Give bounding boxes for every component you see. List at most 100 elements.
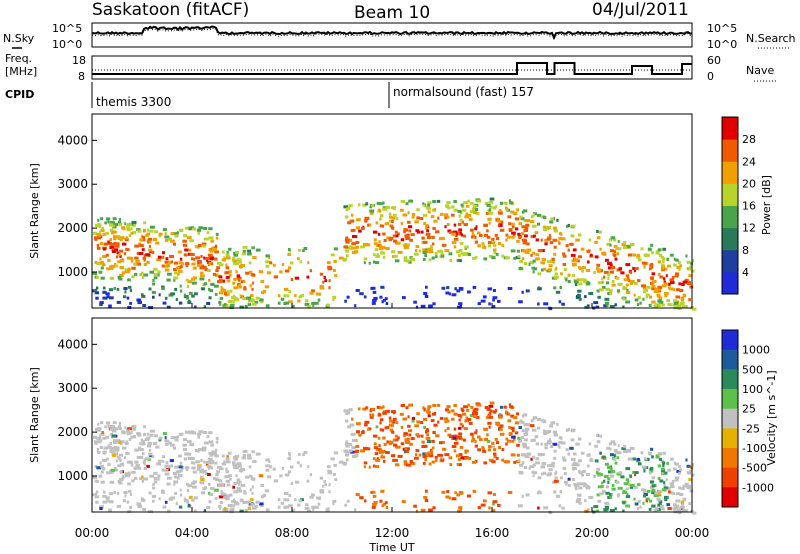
power-cell — [486, 235, 491, 239]
velocity-cell — [130, 435, 133, 439]
velocity-cell — [109, 427, 114, 431]
power-cell — [570, 224, 576, 228]
velocity-cell — [453, 404, 457, 407]
power-cell — [632, 266, 635, 270]
power-cell — [650, 265, 654, 269]
velocity-cell — [345, 419, 349, 423]
velocity-cell — [235, 490, 239, 494]
velocity-cell — [311, 505, 316, 509]
velocity-cell — [684, 482, 689, 486]
power-cell — [613, 250, 617, 254]
power-cell — [157, 273, 160, 277]
velocity-cell — [239, 509, 244, 513]
velocity-cell — [459, 435, 462, 439]
power-cell — [269, 261, 273, 265]
velocity-cell — [404, 449, 409, 453]
velocity-cell — [671, 479, 675, 483]
velocity-cell — [596, 440, 601, 444]
power-cell — [119, 254, 122, 258]
velocity-cell — [173, 475, 178, 479]
power-cell — [691, 269, 695, 273]
power-cell — [530, 215, 534, 219]
power-cell — [649, 295, 653, 299]
power-cell — [354, 250, 359, 254]
velocity-cell — [388, 440, 394, 444]
power-cell — [326, 261, 331, 265]
velocity-cell — [495, 456, 499, 460]
power-cell — [620, 271, 625, 275]
power-cell — [432, 200, 437, 203]
velocity-cell — [332, 499, 337, 503]
velocity-cell — [381, 504, 384, 508]
velocity-colorbar-label: Velocity [m s^-1] — [765, 370, 778, 465]
power-cell — [464, 245, 469, 249]
power-cell — [617, 240, 620, 244]
power-cell — [162, 255, 165, 259]
velocity-cell — [188, 495, 193, 499]
velocity-cell — [562, 467, 566, 470]
velocity-cell — [441, 456, 444, 460]
velocity-cell — [625, 467, 631, 471]
velocity-cell — [119, 463, 125, 467]
velocity-cell — [372, 494, 377, 498]
velocity-cell — [653, 494, 659, 497]
velocity-cell — [303, 451, 308, 454]
power-cell — [231, 296, 236, 299]
velocity-cell — [109, 446, 115, 450]
power-cell — [137, 301, 142, 305]
power-cell — [373, 296, 378, 300]
velocity-cell — [178, 465, 183, 469]
velocity-cell — [127, 482, 131, 486]
axes-overlay: 481216202428100050010025-25-100-500-1000… — [57, 133, 774, 540]
velocity-cell — [250, 502, 255, 506]
power-cell — [164, 235, 170, 239]
velocity-cell — [486, 433, 489, 437]
power-cell — [100, 276, 105, 280]
power-cell — [510, 249, 516, 253]
velocity-cell — [578, 437, 582, 441]
velocity-cell — [371, 505, 376, 509]
velocity-cell — [645, 499, 648, 503]
velocity-cell — [220, 490, 223, 494]
power-colorbar-swatch — [722, 227, 738, 251]
power-cell — [265, 260, 270, 264]
velocity-cell — [332, 502, 335, 506]
velocity-cell — [553, 490, 557, 494]
velocity-cell — [212, 476, 217, 480]
velocity-cell — [603, 508, 608, 512]
velocity-cell — [98, 474, 103, 478]
velocity-cell — [233, 455, 237, 459]
power-cell — [215, 269, 219, 273]
power-cell — [599, 288, 604, 292]
power-cell — [554, 272, 558, 276]
power-cell — [540, 268, 544, 272]
power-cell — [119, 273, 124, 277]
velocity-colorbar-tick: 1000 — [742, 344, 770, 357]
velocity-colorbar-swatch — [722, 369, 738, 390]
velocity-cell — [168, 441, 172, 445]
velocity-cell — [314, 505, 319, 509]
velocity-cell — [584, 509, 589, 513]
power-colorbar-frame — [721, 116, 739, 295]
velocity-cell — [343, 409, 349, 413]
power-cell — [179, 284, 182, 288]
velocity-cell — [482, 499, 487, 503]
power-cell — [351, 213, 354, 217]
velocity-cell — [392, 417, 397, 421]
velocity-cell — [593, 505, 599, 509]
power-cell — [524, 227, 529, 230]
power-cell — [483, 257, 488, 261]
velocity-cell — [187, 503, 191, 507]
power-cell — [215, 244, 218, 248]
velocity-ylabel: Slant Range [km] — [28, 367, 41, 463]
power-colorbar-label: Power [dB] — [760, 175, 773, 235]
power-cell — [174, 234, 179, 238]
power-cell — [334, 274, 338, 278]
power-cell — [355, 289, 360, 292]
power-cell — [382, 298, 386, 302]
power-cell — [299, 260, 302, 264]
velocity-cell — [446, 427, 450, 430]
velocity-cell — [537, 476, 542, 480]
velocity-cell — [422, 444, 428, 448]
velocity-cell — [364, 423, 368, 427]
